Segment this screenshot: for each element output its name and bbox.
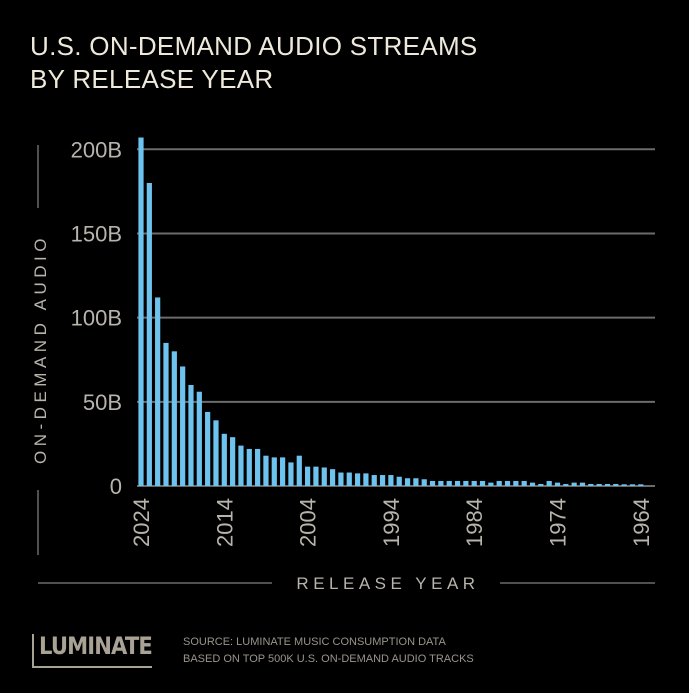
bar (188, 384, 194, 486)
bar (579, 482, 586, 486)
y-tick-label: 150B (71, 221, 122, 246)
bar (346, 472, 352, 486)
bar (180, 366, 186, 486)
bar (554, 482, 561, 486)
bar (171, 351, 177, 486)
y-tick-label: 50B (83, 390, 122, 415)
bar (255, 448, 261, 486)
bar (205, 411, 211, 486)
bar (613, 483, 619, 486)
bar (379, 475, 386, 486)
bar (354, 473, 361, 486)
y-tick-label: 200B (71, 137, 122, 162)
title-line-2: BY RELEASE YEAR (30, 64, 274, 94)
bar (305, 466, 311, 486)
bar (604, 483, 611, 486)
bar (621, 484, 627, 486)
chart-title: U.S. ON-DEMAND AUDIO STREAMS BY RELEASE … (30, 30, 478, 96)
bar (388, 475, 394, 486)
bar (196, 391, 202, 486)
x-tick-label: 2004 (296, 498, 321, 547)
bar (446, 480, 452, 486)
bar (479, 480, 486, 486)
bar (288, 462, 294, 486)
bar (638, 484, 644, 486)
bar (488, 482, 494, 486)
bar (271, 457, 277, 486)
bar (463, 480, 469, 486)
bar (313, 466, 319, 486)
bar (138, 137, 144, 486)
bar (504, 480, 511, 486)
title-line-1: U.S. ON-DEMAND AUDIO STREAMS (30, 31, 478, 61)
x-axis-title: RELEASE YEAR (296, 574, 479, 593)
bar (213, 420, 219, 486)
bar (263, 455, 269, 486)
x-tick-label: 1974 (546, 498, 571, 547)
bar (563, 483, 569, 486)
bar (296, 455, 302, 486)
source-line-1: SOURCE: LUMINATE MUSIC CONSUMPTION DATA (183, 636, 446, 648)
bar (230, 437, 236, 486)
bar (588, 483, 594, 486)
bar (438, 480, 444, 486)
bar (546, 480, 552, 486)
luminate-logo: LUMINATE (32, 632, 153, 668)
x-tick-label: 1994 (379, 498, 404, 547)
bar (280, 457, 286, 486)
bar (629, 484, 636, 486)
logo-text: LUMINATE (39, 632, 153, 660)
x-tick-label: 2024 (129, 498, 154, 547)
bar (596, 483, 602, 486)
bar (496, 480, 502, 486)
y-tick-label: 100B (71, 306, 122, 331)
bar (155, 297, 161, 486)
bar (246, 448, 252, 486)
bar (538, 483, 544, 486)
source-line-2: BASED ON TOP 500K U.S. ON-DEMAND AUDIO T… (183, 653, 474, 665)
bar (363, 473, 369, 486)
bar (238, 445, 244, 486)
bar (338, 472, 344, 486)
bar (471, 480, 477, 486)
source-note: SOURCE: LUMINATE MUSIC CONSUMPTION DATA … (183, 634, 474, 668)
x-tick-label: 2014 (212, 498, 237, 547)
bar (421, 479, 427, 486)
x-tick-label: 1964 (629, 498, 654, 547)
bar (371, 475, 377, 486)
bar (521, 480, 527, 486)
bar (429, 480, 436, 486)
bar (571, 482, 577, 486)
bar (329, 469, 336, 486)
bar (396, 476, 402, 486)
y-tick-label: 0 (110, 474, 122, 499)
bar (413, 478, 419, 486)
bar (513, 480, 519, 486)
bar (404, 478, 411, 486)
bar (163, 342, 169, 486)
bar (454, 480, 461, 486)
x-tick-label: 1984 (462, 498, 487, 547)
bar (529, 482, 536, 486)
y-axis-title: ON-DEMAND AUDIO (31, 234, 50, 464)
bar (221, 433, 227, 486)
bar (321, 467, 327, 486)
bar (146, 182, 152, 486)
